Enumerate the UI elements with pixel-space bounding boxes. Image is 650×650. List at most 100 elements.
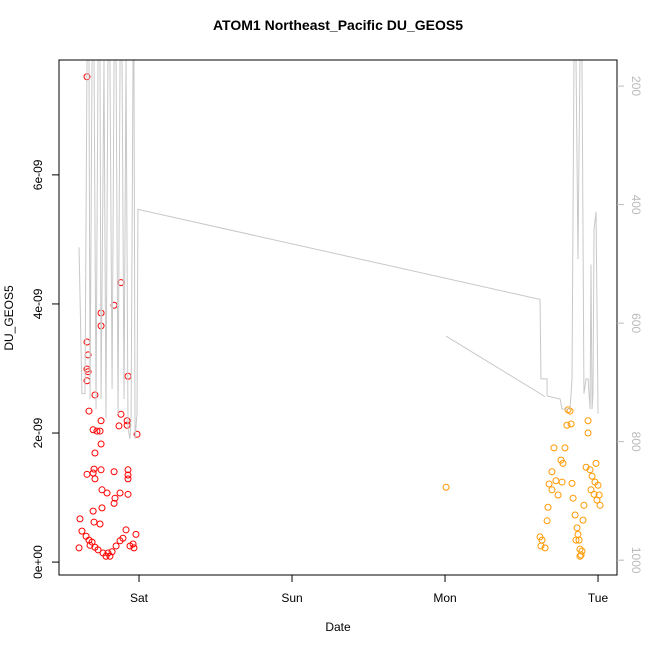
- point: [558, 478, 566, 486]
- point: [111, 494, 119, 502]
- point: [554, 491, 562, 499]
- point: [96, 520, 104, 528]
- point: [541, 544, 549, 552]
- y-tick-label: 2e-09: [31, 417, 45, 448]
- point: [132, 530, 140, 538]
- point: [108, 548, 116, 556]
- point: [133, 430, 141, 438]
- point: [123, 417, 131, 425]
- y2-tick-label: 800: [629, 432, 643, 452]
- point: [85, 407, 93, 415]
- point: [595, 491, 603, 499]
- point: [83, 470, 91, 478]
- point: [103, 489, 111, 497]
- y-tick-label: 4e-09: [31, 288, 45, 319]
- point: [119, 534, 127, 542]
- point: [588, 472, 596, 480]
- point: [124, 471, 132, 479]
- y2-tick-label: 600: [629, 313, 643, 333]
- point: [592, 459, 600, 467]
- point: [568, 479, 576, 487]
- point: [564, 406, 572, 414]
- point: [579, 516, 587, 524]
- point: [590, 490, 598, 498]
- point: [573, 524, 581, 532]
- point: [89, 507, 97, 515]
- point: [97, 440, 105, 448]
- point: [584, 417, 592, 425]
- point: [584, 429, 592, 437]
- point: [90, 518, 98, 526]
- point: [115, 422, 123, 430]
- point: [97, 466, 105, 474]
- point: [90, 465, 98, 473]
- point: [563, 421, 571, 429]
- point: [545, 480, 553, 488]
- plot-area: [75, 60, 604, 560]
- point: [110, 499, 118, 507]
- point: [91, 449, 99, 457]
- point: [123, 421, 131, 429]
- point: [571, 511, 579, 519]
- x-tick-label: Sat: [130, 591, 149, 605]
- point: [538, 536, 546, 544]
- point: [112, 542, 120, 550]
- point: [544, 503, 552, 511]
- point: [117, 410, 125, 418]
- chart-title: ATOM1 Northeast_Pacific DU_GEOS5: [213, 17, 463, 33]
- point: [548, 486, 556, 494]
- y2-tick-label: 400: [629, 195, 643, 215]
- plot-frame: [58, 59, 618, 576]
- point: [577, 551, 585, 559]
- point: [75, 544, 83, 552]
- x-axis-label: Date: [325, 620, 351, 634]
- point: [110, 468, 118, 476]
- point: [586, 466, 594, 474]
- point: [106, 552, 114, 560]
- x-tick-label: Tue: [588, 591, 609, 605]
- point: [117, 279, 125, 287]
- point: [543, 517, 551, 525]
- x-tick-label: Sun: [281, 591, 302, 605]
- point: [572, 536, 580, 544]
- point: [130, 544, 138, 552]
- point: [569, 494, 577, 502]
- point: [567, 420, 575, 428]
- point: [578, 547, 586, 555]
- point: [550, 444, 558, 452]
- point: [124, 466, 132, 474]
- pressure-line: [78, 60, 599, 439]
- y2-tick-label: 200: [629, 76, 643, 96]
- y-axis-label: DU_GEOS5: [2, 285, 16, 351]
- point: [580, 501, 588, 509]
- point: [97, 417, 105, 425]
- point: [122, 526, 130, 534]
- point: [76, 515, 84, 523]
- point: [548, 468, 556, 476]
- point: [93, 427, 101, 435]
- x-tick-label: Mon: [433, 591, 456, 605]
- point: [596, 501, 604, 509]
- point: [89, 426, 97, 434]
- point: [594, 481, 602, 489]
- point: [575, 536, 583, 544]
- point: [94, 546, 102, 554]
- y-tick-label: 0e+00: [31, 545, 45, 579]
- point: [129, 540, 137, 548]
- point: [91, 475, 99, 483]
- point: [98, 486, 106, 494]
- point: [442, 483, 450, 491]
- y-tick-label: 6e-09: [31, 159, 45, 190]
- point: [559, 459, 567, 467]
- y2-tick-label: 1000: [629, 547, 643, 574]
- point: [98, 504, 106, 512]
- point: [561, 444, 569, 452]
- point: [116, 489, 124, 497]
- point: [91, 391, 99, 399]
- point: [78, 527, 86, 535]
- point: [124, 475, 132, 483]
- point: [124, 490, 132, 498]
- point: [96, 427, 104, 435]
